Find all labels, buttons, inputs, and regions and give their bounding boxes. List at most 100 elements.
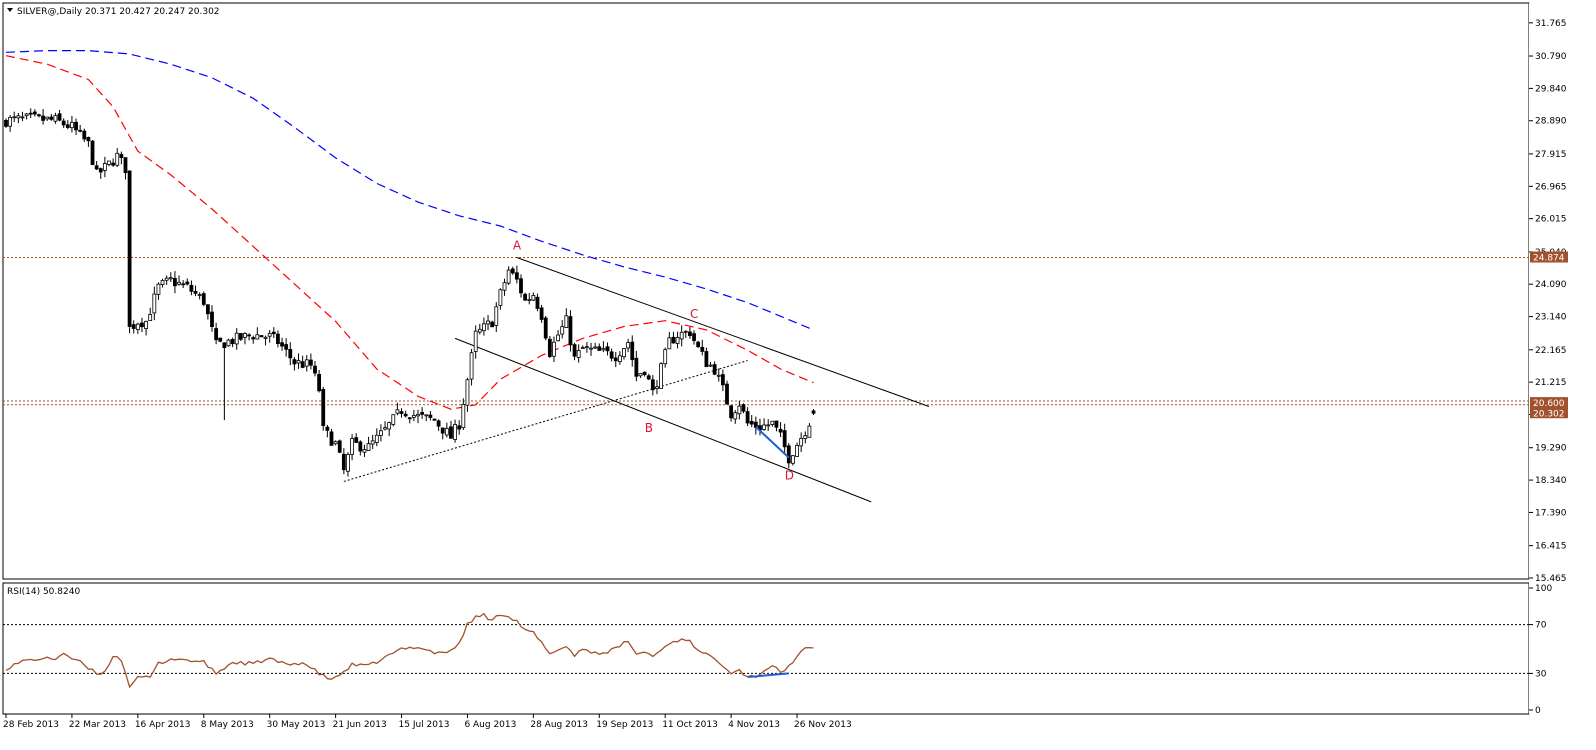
candle-body (556, 334, 560, 342)
candle-body (494, 306, 499, 326)
time-tick-label: 30 May 2013 (267, 720, 326, 730)
candle-body (795, 445, 799, 457)
candle-body (247, 334, 251, 337)
candle-body (469, 352, 474, 380)
candle-body (366, 443, 371, 451)
candle-body (716, 374, 721, 377)
candle-body (399, 411, 404, 414)
candle-body (778, 428, 783, 433)
candle-body (774, 420, 779, 428)
price-tag-label: 20.302 (1533, 409, 1565, 419)
candle-body (807, 425, 812, 438)
candle-body (280, 342, 284, 347)
time-tick-label: 21 Jun 2013 (333, 720, 387, 730)
candle-body (605, 346, 610, 352)
candle-body (696, 341, 701, 348)
candle-body (580, 347, 585, 350)
candle-body (585, 346, 589, 349)
candle-body (107, 160, 111, 165)
candle-body (284, 344, 289, 350)
candle-body (395, 409, 400, 414)
candle-body (502, 282, 507, 291)
price-tick-label: 15.465 (1535, 574, 1567, 584)
price-tick-label: 19.290 (1535, 444, 1567, 454)
candle-body (98, 168, 103, 173)
price-tick-label: 26.965 (1535, 182, 1567, 192)
candle-body (519, 278, 523, 294)
wave-label: B (645, 421, 653, 435)
candle-body (683, 330, 688, 333)
candle-body (634, 357, 639, 377)
time-tick-label: 28 Feb 2013 (3, 720, 59, 730)
candle-body (160, 280, 165, 285)
candles (4, 108, 816, 477)
candle-body (271, 331, 276, 335)
candle-body (486, 320, 490, 325)
price-tag-bg (1530, 251, 1568, 263)
candle-body (111, 162, 116, 166)
candle-body (119, 153, 124, 158)
candle-body (531, 295, 536, 301)
candle-body (646, 375, 651, 380)
candle-body (745, 411, 750, 424)
time-tick-label: 11 Oct 2013 (662, 720, 718, 730)
candle-body (387, 422, 392, 430)
candle-body (712, 364, 717, 375)
candle-body (490, 321, 495, 328)
candle-body (24, 113, 29, 117)
candle-body (49, 116, 54, 120)
candle-body (152, 293, 157, 314)
candle-body (218, 337, 223, 342)
rsi-tick-label: 100 (1535, 584, 1552, 594)
candle-body (234, 332, 239, 345)
candle-body (655, 386, 659, 389)
candle-body (436, 420, 441, 427)
candle-body (131, 324, 136, 329)
price-axis-area (1529, 3, 1593, 714)
candle-body (622, 348, 626, 358)
candle-body (420, 412, 425, 415)
candle-body (482, 323, 486, 332)
candle-body (803, 435, 808, 440)
trendline (454, 337, 872, 503)
time-tick-label: 28 Aug 2013 (530, 720, 588, 730)
ma-fast-line (5, 55, 814, 410)
candle-body (782, 430, 787, 448)
candle-body (238, 333, 243, 340)
candle-body (321, 389, 326, 426)
candle-body (597, 346, 602, 351)
dropdown-arrow-icon[interactable] (7, 8, 13, 12)
candle-body (692, 333, 696, 341)
candle-body (663, 349, 668, 365)
candle-body (453, 424, 457, 440)
candle-body (498, 289, 503, 306)
candle-body (457, 425, 462, 430)
price-tick-label: 28.890 (1535, 117, 1567, 127)
moving-averages (5, 50, 814, 410)
wave-label: C (690, 307, 698, 321)
candle-body (65, 124, 70, 128)
candle-body (4, 119, 8, 127)
candle-body (576, 350, 581, 358)
candle-body (263, 336, 268, 339)
candle-body (374, 434, 379, 443)
candle-body (811, 410, 816, 414)
candle-body (383, 427, 387, 430)
candle-body (156, 283, 161, 295)
candle-body (296, 360, 301, 364)
price-tick-label: 30.790 (1535, 52, 1567, 62)
candle-body (572, 344, 577, 357)
horizontal-levels (3, 257, 1529, 406)
candle-body (510, 268, 515, 274)
candle-body (337, 440, 342, 453)
candle-body (300, 361, 305, 368)
candle-body (609, 351, 614, 359)
candle-body (358, 441, 363, 452)
candle-body (539, 307, 544, 320)
candle-body (704, 351, 709, 368)
candle-body (308, 359, 313, 366)
candle-body (547, 338, 552, 357)
candle-body (543, 317, 548, 339)
